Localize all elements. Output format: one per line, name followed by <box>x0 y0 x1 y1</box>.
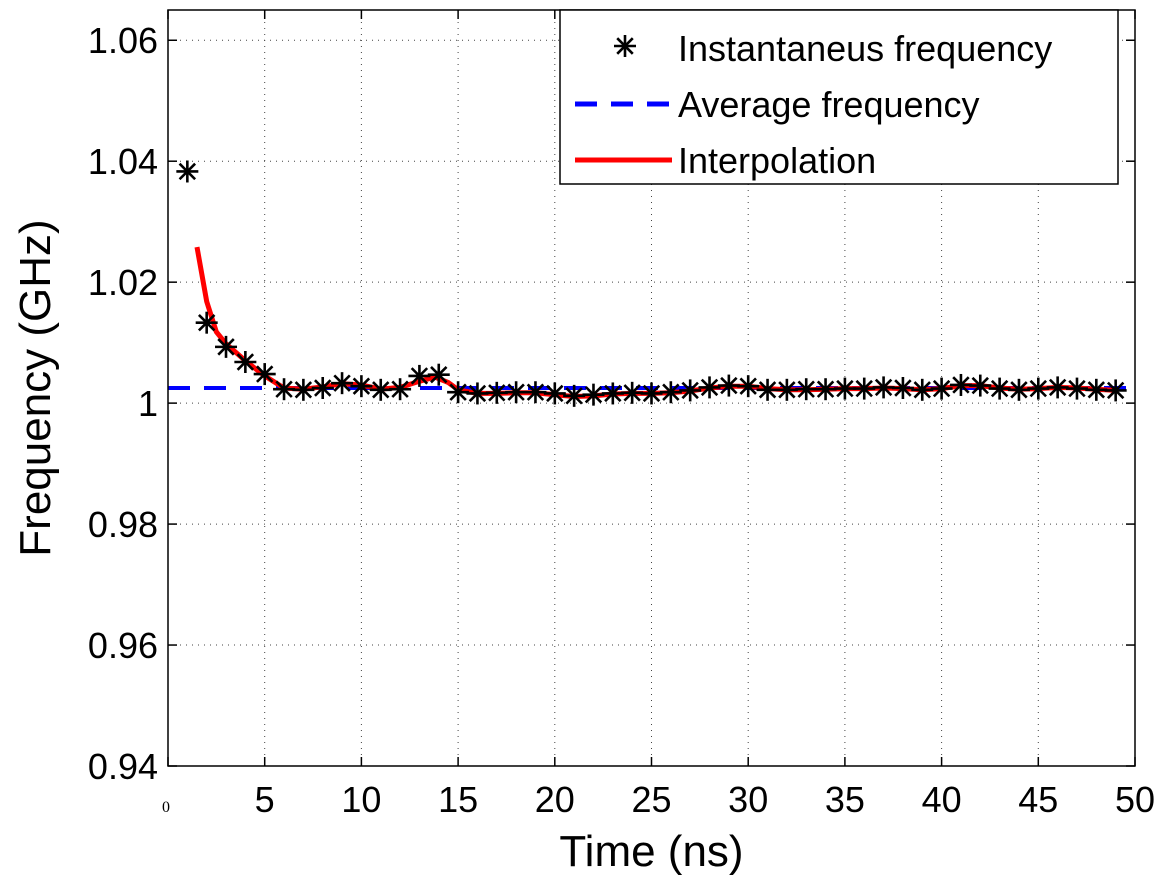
data-point-marker <box>872 376 895 399</box>
data-point-marker <box>273 378 296 401</box>
data-point-marker <box>195 311 218 334</box>
data-point-marker <box>679 379 702 402</box>
data-point-marker <box>427 363 450 386</box>
legend-label: Interpolation <box>678 140 876 181</box>
x-tick-label: 15 <box>438 779 478 820</box>
x-tick-label: 25 <box>631 779 671 820</box>
x-tick-label: 20 <box>535 779 575 820</box>
data-point-marker <box>659 381 682 404</box>
data-point-marker <box>717 374 740 397</box>
data-point-marker <box>891 377 914 399</box>
legend-label: Average frequency <box>678 84 980 125</box>
data-point-marker <box>389 378 412 401</box>
data-point-marker <box>408 364 431 387</box>
x-tick-label: 0 <box>162 799 170 816</box>
x-tick-label: 45 <box>1018 779 1058 820</box>
data-point-marker <box>621 381 644 404</box>
data-point-marker <box>563 384 586 407</box>
x-axis-label: Time (ns) <box>559 827 743 876</box>
data-point-marker <box>911 378 934 401</box>
data-point-marker <box>640 382 663 405</box>
legend: Instantaneus frequency Average frequency I… <box>559 9 1119 185</box>
plot-series <box>168 160 1135 407</box>
data-point-marker <box>234 350 257 373</box>
legend-entries: Instantaneus frequency Average frequency I… <box>575 28 1052 181</box>
y-tick-label: 0.96 <box>88 625 158 666</box>
data-point-marker <box>292 378 315 401</box>
data-point-marker <box>1046 376 1069 399</box>
data-point-marker <box>543 382 566 405</box>
legend-box <box>559 9 1119 185</box>
data-point-marker <box>505 381 528 404</box>
data-point-marker <box>601 382 624 405</box>
data-point-marker <box>215 335 238 358</box>
data-point-marker <box>253 363 276 386</box>
data-point-marker <box>988 377 1011 400</box>
data-point-marker <box>447 381 470 404</box>
data-point-marker <box>1085 378 1108 401</box>
x-tick-label: 50 <box>1115 779 1155 820</box>
data-point-marker <box>775 378 798 401</box>
x-tick-label: 10 <box>341 779 381 820</box>
legend-label: Instantaneus frequency <box>678 28 1052 69</box>
data-point-marker <box>833 377 856 400</box>
y-tick-label: 1.02 <box>88 262 158 303</box>
y-tick-label: 0.94 <box>88 746 158 787</box>
data-point-marker <box>1104 379 1127 402</box>
data-point-marker <box>331 372 354 395</box>
data-point-marker <box>737 375 760 398</box>
data-point-marker <box>814 378 837 401</box>
data-point-marker <box>176 160 199 183</box>
data-point-marker <box>756 378 779 401</box>
y-axis-label: Frequency (GHz) <box>11 219 60 556</box>
data-point-marker <box>698 376 721 399</box>
data-point-marker <box>1027 377 1050 400</box>
data-point-marker <box>795 378 818 401</box>
y-tick-label: 1 <box>138 383 158 424</box>
data-point-marker <box>485 381 508 404</box>
data-point-marker <box>350 375 373 398</box>
data-point-marker <box>524 381 547 404</box>
data-point-marker <box>311 377 334 399</box>
x-tick-label: 40 <box>922 779 962 820</box>
y-tick-label: 0.98 <box>88 504 158 545</box>
x-tick-label: 30 <box>728 779 768 820</box>
y-tick-label: 1.06 <box>88 20 158 61</box>
axis-ticks: 0 5 10 15 20 25 30 35 40 45 50 0.94 0.96 0.98 1 1.02 1.0… <box>88 10 1155 820</box>
data-point-marker <box>582 383 605 406</box>
y-tick-label: 1.04 <box>88 141 158 182</box>
x-tick-label: 35 <box>825 779 865 820</box>
data-point-marker <box>466 382 489 405</box>
data-point-marker <box>969 374 992 397</box>
data-point-marker <box>853 377 876 400</box>
data-point-marker <box>1007 378 1030 401</box>
data-point-marker <box>1065 377 1088 400</box>
data-point-marker <box>949 373 972 396</box>
x-tick-label: 5 <box>255 779 275 820</box>
data-point-marker <box>930 377 953 400</box>
legend-marker-instantaneous <box>614 35 636 57</box>
data-point-marker <box>369 378 392 401</box>
